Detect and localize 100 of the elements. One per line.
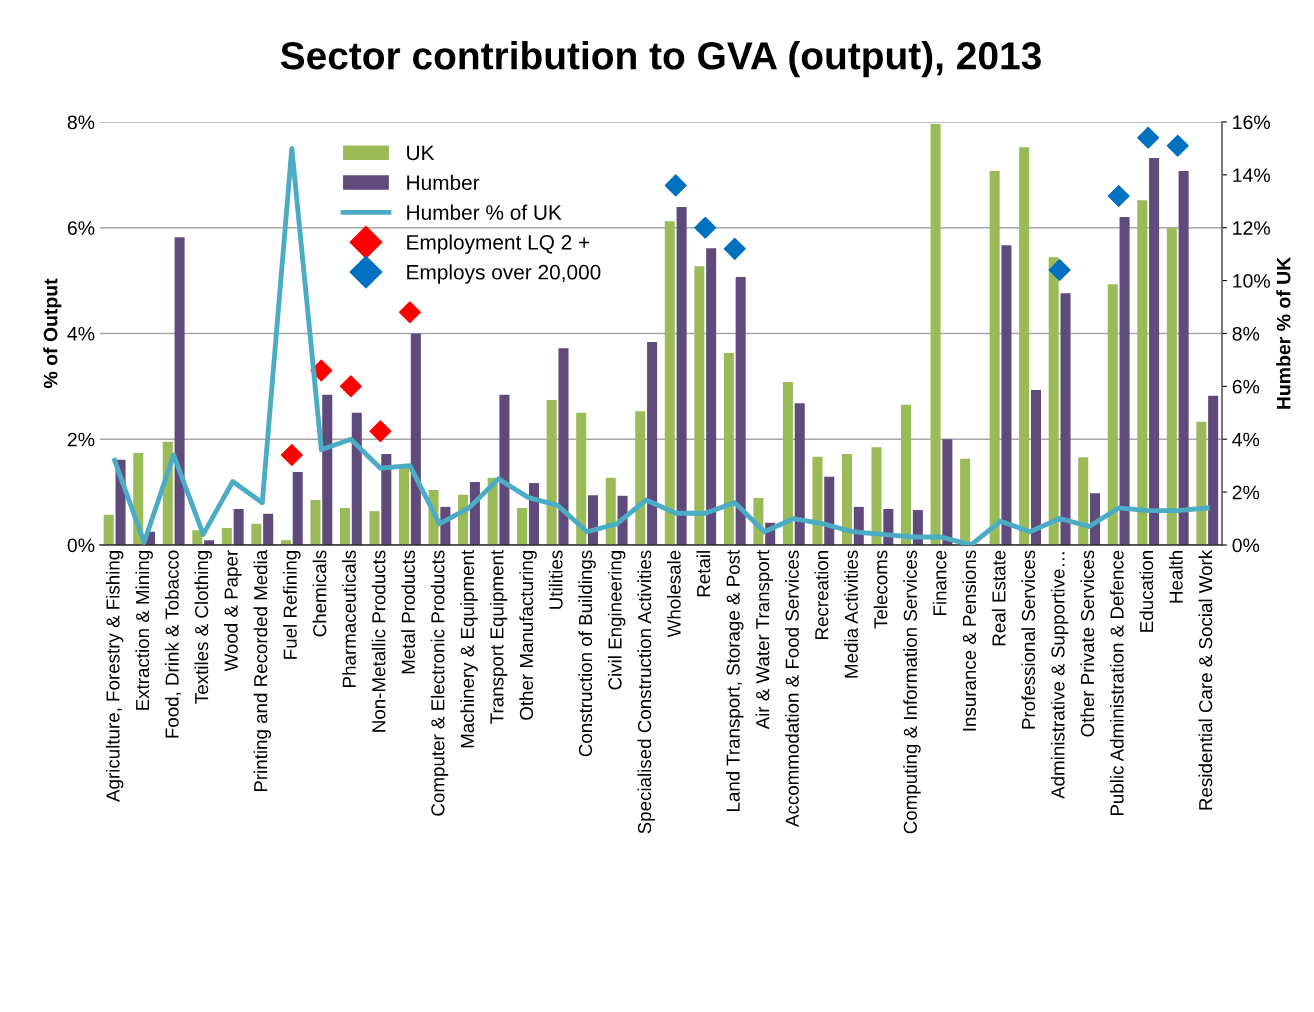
x-tick-label: Specialised Construction Activities xyxy=(637,550,655,834)
bar xyxy=(1001,245,1012,545)
y2-tick-label: 4% xyxy=(1232,432,1260,447)
bar xyxy=(558,348,569,545)
y-tick-label: 6% xyxy=(67,221,95,235)
bar xyxy=(381,454,392,545)
x-tick-label: Recreation xyxy=(814,551,829,639)
bar xyxy=(1060,293,1071,545)
bar xyxy=(812,456,823,545)
bar xyxy=(930,124,941,545)
bar xyxy=(528,483,539,545)
x-tick-label: Agriculture, Forestry & Fishing xyxy=(105,551,124,802)
bar xyxy=(605,477,616,545)
bar xyxy=(576,412,587,545)
bar xyxy=(1137,200,1148,545)
x-tick-label: Public Administration & Defence xyxy=(1109,550,1124,816)
x-tick-label: Machinery & Equipment xyxy=(460,549,478,748)
bar xyxy=(1048,257,1059,545)
bar xyxy=(942,439,953,545)
y2-tick-label: 6% xyxy=(1232,379,1260,394)
y-axis-title: % of Output xyxy=(43,278,62,389)
bar xyxy=(735,276,746,545)
x-tick-label: Health xyxy=(1168,551,1183,603)
x-tick-label: Education xyxy=(1139,551,1154,632)
x-tick-label: Computer & Electronic Products xyxy=(430,550,449,816)
y2-tick-label: 16% xyxy=(1233,115,1270,130)
bar xyxy=(351,412,362,545)
legend-label: Employs over 20,000 xyxy=(407,264,601,284)
bar xyxy=(410,333,421,545)
x-tick-label: Insurance & Pensions xyxy=(962,550,977,731)
x-tick-label: Accommodation & Food Services xyxy=(785,550,799,827)
x-tick-label: Non-Metallic Products xyxy=(371,550,386,732)
bar xyxy=(399,467,410,545)
x-tick-label: Retail xyxy=(696,551,711,597)
bar xyxy=(292,471,303,545)
bar xyxy=(1149,157,1160,545)
bar xyxy=(546,400,557,545)
chart-title: Sector contribution to GVA (output), 2013 xyxy=(280,40,1041,78)
bar xyxy=(1078,457,1089,545)
bar xyxy=(989,171,1000,545)
x-tick-label: Real Estate xyxy=(991,550,1006,646)
bar xyxy=(499,394,510,545)
bar xyxy=(723,353,734,545)
bar xyxy=(221,528,232,545)
bar xyxy=(369,511,380,545)
y2-tick-label: 10% xyxy=(1233,274,1270,288)
y2-tick-label: 12% xyxy=(1233,221,1270,235)
bar xyxy=(794,403,805,545)
bar xyxy=(1107,284,1118,545)
bar xyxy=(635,411,646,545)
bar xyxy=(1208,395,1219,545)
x-tick-label: Extraction & Mining xyxy=(135,551,153,710)
bar xyxy=(310,500,321,545)
x-tick-label: Finance xyxy=(932,550,947,615)
line-series xyxy=(112,145,1210,545)
bar xyxy=(1019,147,1030,545)
bar xyxy=(694,266,705,545)
bar xyxy=(517,507,528,545)
y2-tick-label: 8% xyxy=(1232,326,1260,341)
y-tick-label: 0% xyxy=(67,538,95,553)
legend-label: Employment LQ 2 + xyxy=(407,234,590,254)
x-tick-label: Telecoms xyxy=(873,550,888,629)
y-tick-label: 2% xyxy=(67,432,95,447)
bar xyxy=(960,458,971,545)
x-tick-label: Fuel Refining xyxy=(283,551,301,659)
x-tick-label: Air & Water Transport xyxy=(755,549,774,730)
x-tick-label: Chemicals xyxy=(312,550,327,637)
bar xyxy=(233,509,244,545)
x-tick-label: Media Activities xyxy=(844,550,858,678)
x-tick-label: Computing & Information Services xyxy=(903,550,921,834)
bar xyxy=(103,514,114,545)
x-tick-label: Transport Equipment xyxy=(489,549,508,724)
x-tick-label: Civil Engineering xyxy=(607,551,626,690)
legend-label: UK xyxy=(407,145,435,161)
bar xyxy=(1196,421,1207,545)
bar xyxy=(782,382,793,545)
bar xyxy=(1030,390,1041,545)
x-tick-label: Land Transport, Storage & Post xyxy=(726,549,744,811)
y-tick-label: 4% xyxy=(67,327,95,341)
y2-axis-title: Humber % of UK xyxy=(1276,256,1291,409)
bar xyxy=(676,207,687,545)
x-tick-label: Professional Services xyxy=(1021,550,1036,729)
y-tick-label: 8% xyxy=(67,115,95,130)
x-tick-label: Wood & Paper xyxy=(224,550,242,672)
legend-label: Humber % of UK xyxy=(407,204,562,220)
bar xyxy=(706,248,717,545)
bar xyxy=(1178,171,1189,545)
x-tick-label: Textiles & Clothing xyxy=(194,551,212,704)
y2-tick-label: 0% xyxy=(1232,538,1260,553)
x-tick-label: Other Private Services xyxy=(1080,550,1095,737)
bar xyxy=(647,341,658,545)
x-tick-label: Residential Care & Social Work xyxy=(1198,549,1213,810)
bar xyxy=(339,507,350,545)
bar xyxy=(664,221,675,545)
x-tick-label: Metal Products xyxy=(401,550,415,674)
x-tick-label: Printing and Recorded Media xyxy=(253,549,272,792)
bar xyxy=(1166,228,1177,545)
x-tick-label: Administrative & Supportive… xyxy=(1050,552,1069,799)
y2-tick-label: 14% xyxy=(1233,168,1270,182)
bar xyxy=(322,394,333,545)
